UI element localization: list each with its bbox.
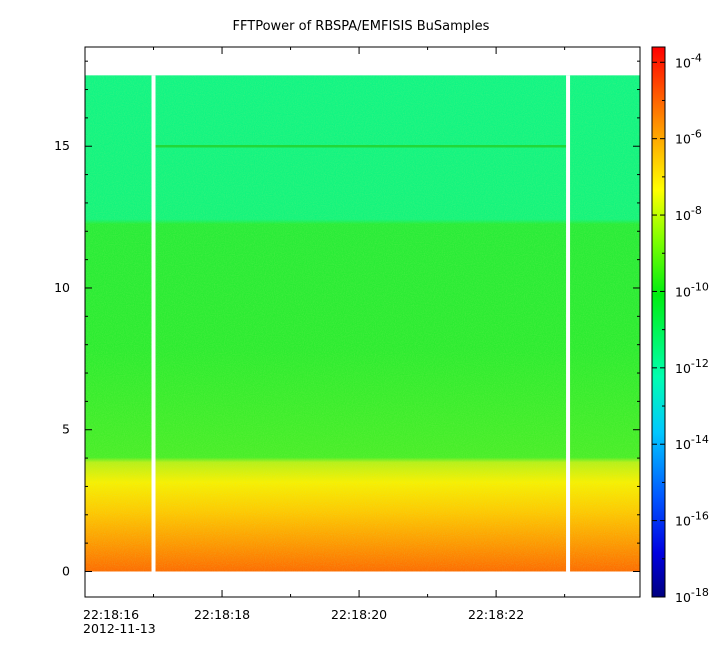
x-tick-label: 22:18:20: [331, 607, 387, 622]
colorbar-bar: [651, 46, 666, 598]
x-date-label: 2012-11-13: [83, 621, 156, 636]
colorbar-tick-label: 10-4: [675, 51, 702, 70]
plot-frame: [84, 46, 641, 598]
colorbar-tick-label: 10-12: [675, 357, 709, 376]
colorbar-tick-label: 10-18: [675, 586, 709, 605]
x-tick-label: 22:18:22: [468, 607, 524, 622]
spectrogram-noise: [85, 75, 640, 572]
y-axis: 0 5 10 15: [54, 60, 640, 578]
colorbar-tick-label: 10-14: [675, 433, 709, 452]
y-tick-label: 5: [62, 422, 70, 437]
y-tick-label: 15: [54, 138, 70, 153]
y-tick-label: 0: [62, 563, 70, 578]
data-gap-1: [151, 75, 156, 572]
data-gap-2: [566, 75, 571, 572]
colorbar-tick-label: 10-16: [675, 510, 709, 529]
colorbar-tick-label: 10-6: [675, 128, 702, 147]
colorbar-tick-label: 10-8: [675, 204, 702, 223]
x-axis: 22:18:16 22:18:18 22:18:20 22:18:22 2012-11-…: [83, 47, 566, 636]
plot-area: [84, 46, 641, 598]
x-tick-label: 22:18:16: [83, 607, 139, 622]
y-tick-label: 10: [54, 280, 70, 295]
colorbar-tick-label: 10-10: [675, 280, 709, 299]
chart-title: FFTPower of RBSPA/EMFISIS BuSamples: [233, 19, 490, 34]
colorbar: 10-18 10-16 10-14 10-12 10-10 10-8 10-6 10-4: [651, 46, 709, 605]
x-tick-label: 22:18:18: [194, 607, 250, 622]
